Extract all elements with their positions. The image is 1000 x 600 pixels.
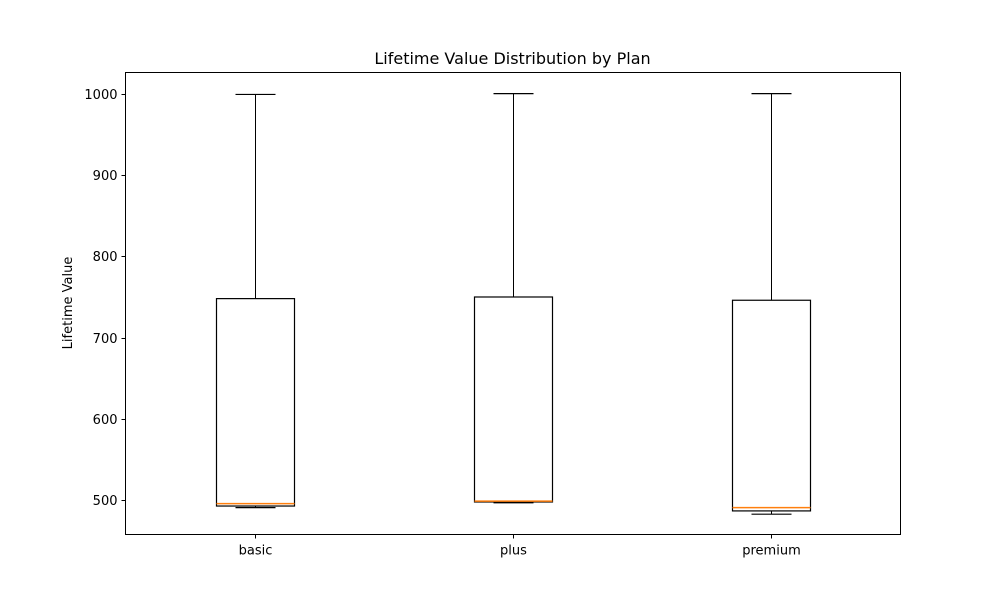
iqr-box [731, 299, 812, 512]
y-axis-ticks: 500 600 700 800 900 1000 [84, 88, 126, 509]
y-tick-label: 500 [93, 494, 118, 509]
plot-frame [125, 72, 901, 535]
x-axis-ticks: basic plus premium [239, 534, 801, 559]
chart-title: Lifetime Value Distribution by Plan [374, 49, 650, 68]
iqr-box [473, 296, 554, 503]
x-tick-label: plus [500, 544, 527, 559]
x-tick-label: premium [742, 544, 801, 559]
y-tick-label: 1000 [84, 88, 117, 103]
box-series [215, 93, 812, 515]
y-tick-label: 900 [93, 169, 118, 184]
y-tick-label: 600 [93, 413, 118, 428]
y-axis-label: Lifetime Value [61, 257, 76, 350]
iqr-box [215, 298, 296, 507]
y-tick-label: 800 [93, 250, 118, 265]
y-tick-label: 700 [93, 332, 118, 347]
box-premium [731, 93, 812, 515]
box-basic [215, 93, 296, 509]
x-tick-label: basic [239, 544, 273, 559]
box-plus [473, 93, 554, 504]
